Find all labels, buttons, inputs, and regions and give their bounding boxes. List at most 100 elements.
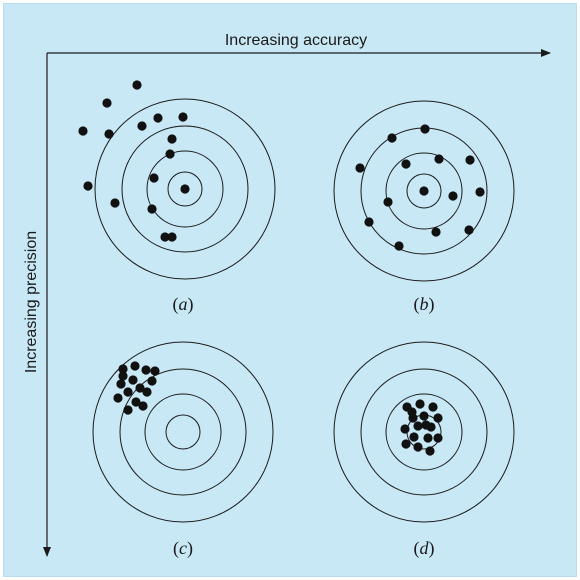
label-paren-open: ( xyxy=(173,538,179,559)
shot-dot xyxy=(116,379,126,389)
ring-bullseye xyxy=(167,171,203,207)
shot-dot xyxy=(132,80,142,90)
shot-dot xyxy=(130,361,140,371)
ring-outer xyxy=(92,341,274,523)
shot-dot xyxy=(434,154,444,164)
precision-axis-label: Increasing precision xyxy=(23,231,40,373)
ring-outer xyxy=(94,98,276,280)
figure-panel: Increasing accuracy Increasing precision… xyxy=(3,3,577,577)
ring-outer xyxy=(333,341,515,523)
ring-outer xyxy=(333,100,515,282)
ring-second xyxy=(385,152,463,230)
shot-dot xyxy=(364,217,374,227)
shot-dot xyxy=(142,387,152,397)
panel-label-a: (a) xyxy=(173,294,194,315)
target-rings xyxy=(92,341,274,523)
target-d xyxy=(333,341,515,523)
shot-dot xyxy=(428,402,438,412)
shot-dot xyxy=(118,371,128,381)
shot-dot xyxy=(83,181,93,191)
shot-dot xyxy=(433,413,443,423)
shot-dot xyxy=(167,134,177,144)
label-letter: c xyxy=(179,538,187,558)
shot-dot xyxy=(137,121,147,131)
shot-dot xyxy=(420,124,430,134)
label-paren-close: ) xyxy=(429,538,435,559)
label-paren-open: ( xyxy=(414,294,420,315)
ring-second xyxy=(144,393,222,471)
ring-second xyxy=(385,393,463,471)
panel-label-b: (b) xyxy=(414,294,435,315)
shot-group-c xyxy=(113,361,160,415)
shot-dot xyxy=(387,133,397,143)
shot-group-d xyxy=(400,399,443,456)
shot-dot xyxy=(102,98,112,108)
ring-second xyxy=(146,150,224,228)
shot-dot xyxy=(394,241,404,251)
shot-dot xyxy=(104,129,114,139)
shot-dot xyxy=(409,432,419,442)
shot-dot xyxy=(401,439,411,449)
shot-dot xyxy=(355,163,365,173)
ring-bullseye xyxy=(165,414,201,450)
shot-dot xyxy=(123,405,133,415)
shot-dot xyxy=(464,225,474,235)
target-a xyxy=(78,80,276,280)
shot-dot xyxy=(180,184,190,194)
shot-dot xyxy=(128,375,138,385)
shot-dot xyxy=(147,376,157,386)
shot-dot xyxy=(423,433,433,443)
shot-dot xyxy=(400,424,410,434)
accuracy-precision-diagram: Increasing accuracy Increasing precision… xyxy=(23,32,551,559)
target-rings xyxy=(333,100,515,282)
shot-group-a xyxy=(78,80,190,242)
shot-dot xyxy=(419,186,429,196)
shot-dot xyxy=(413,421,423,431)
shot-dot xyxy=(135,383,145,393)
shot-dot xyxy=(419,411,429,421)
shot-dot xyxy=(401,159,411,169)
target-b xyxy=(333,100,515,282)
shot-dot xyxy=(138,401,148,411)
shot-dot xyxy=(407,407,417,417)
shot-dot xyxy=(383,197,393,207)
shot-dot xyxy=(113,393,123,403)
shot-dot xyxy=(448,191,458,201)
shot-dot xyxy=(425,446,435,456)
ring-third xyxy=(119,368,247,496)
shot-dot xyxy=(123,387,133,397)
shot-dot xyxy=(475,187,485,197)
shot-dot xyxy=(167,232,177,242)
shot-dot xyxy=(433,433,443,443)
label-letter: a xyxy=(179,294,188,314)
target-rings xyxy=(333,341,515,523)
label-paren-close: ) xyxy=(187,538,193,559)
label-letter: b xyxy=(420,294,429,314)
shot-dot xyxy=(431,227,441,237)
shot-dot xyxy=(178,112,188,122)
shot-dot xyxy=(465,155,475,165)
shot-dot xyxy=(141,365,151,375)
shot-dot xyxy=(147,204,157,214)
accuracy-axis-label: Increasing accuracy xyxy=(225,32,367,49)
ring-bullseye xyxy=(406,173,442,209)
shot-dot xyxy=(118,364,128,374)
panel-label-c: (c) xyxy=(173,538,193,559)
shot-group-b xyxy=(355,124,485,251)
ring-third xyxy=(121,125,249,253)
shot-dot xyxy=(110,198,120,208)
target-rings xyxy=(94,98,276,280)
shot-dot xyxy=(415,399,425,409)
shot-dot xyxy=(421,420,431,430)
label-paren-open: ( xyxy=(173,294,179,315)
shot-dot xyxy=(160,232,170,242)
label-paren-close: ) xyxy=(429,294,435,315)
label-letter: d xyxy=(420,538,430,558)
shot-dot xyxy=(150,366,160,376)
shot-dot xyxy=(413,442,423,452)
label-paren-close: ) xyxy=(188,294,194,315)
label-paren-open: ( xyxy=(414,538,420,559)
shot-dot xyxy=(153,113,163,123)
shot-dot xyxy=(131,397,141,407)
target-c xyxy=(92,341,274,523)
